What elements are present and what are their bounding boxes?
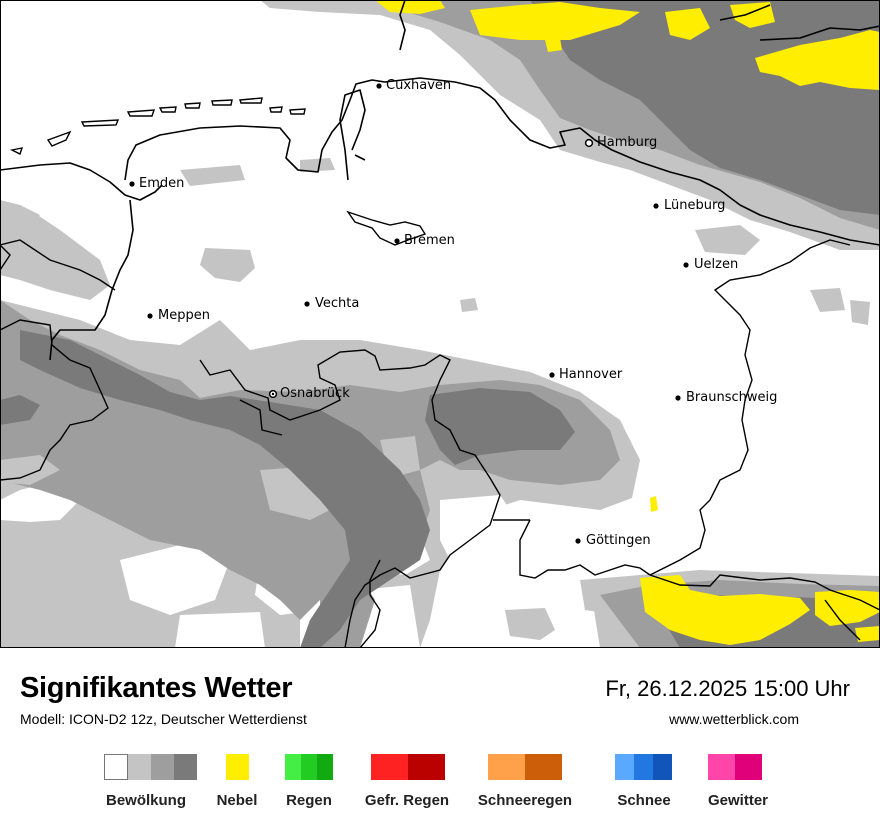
legend-swatch xyxy=(408,754,445,780)
legend-gefr-regen: Gefr. Regen xyxy=(365,754,449,809)
city-emden: Emden xyxy=(129,176,184,191)
legend-gewitter: Gewitter xyxy=(708,754,768,809)
svg-text:Meppen: Meppen xyxy=(158,308,210,323)
legend-schnee: Schnee xyxy=(615,754,672,809)
legend-swatch xyxy=(317,754,333,780)
svg-text:Braunschweig: Braunschweig xyxy=(686,390,777,405)
legend-swatch xyxy=(634,754,653,780)
city-bremen: Bremen xyxy=(394,233,455,248)
city-lueneburg: Lüneburg xyxy=(653,198,725,213)
city-goettingen: Göttingen xyxy=(575,533,651,548)
legend-nebel: Nebel xyxy=(217,754,257,809)
legend-swatch xyxy=(174,754,197,780)
legend-swatch xyxy=(708,754,735,780)
city-vechta: Vechta xyxy=(304,296,359,311)
legend-label: Gewitter xyxy=(707,792,769,809)
svg-text:Uelzen: Uelzen xyxy=(694,257,738,272)
svg-text:Hamburg: Hamburg xyxy=(597,135,657,150)
state-borders xyxy=(0,239,880,648)
legend-swatch xyxy=(615,754,634,780)
legend-swatch xyxy=(301,754,317,780)
legend-schneeregen: Schneeregen xyxy=(478,754,572,809)
city-markers: Cuxhaven Hamburg Emden Lüneburg Bremen U… xyxy=(129,78,777,548)
website-link[interactable]: www.wetterblick.com xyxy=(669,711,799,727)
weather-legend: Bewölkung Nebel Regen Gefr. Regen xyxy=(0,754,880,814)
svg-text:Göttingen: Göttingen xyxy=(586,533,651,548)
legend-bewoelkung: Bewölkung xyxy=(104,754,197,809)
legend-swatch xyxy=(151,754,174,780)
legend-label: Schnee xyxy=(617,792,671,809)
map-footer: Signifikantes Wetter Modell: ICON-D2 12z… xyxy=(0,648,880,830)
islands xyxy=(9,97,427,246)
legend-regen: Regen xyxy=(285,754,333,809)
legend-label: Gefr. Regen xyxy=(364,792,450,809)
legend-label: Nebel xyxy=(216,792,258,809)
city-meppen: Meppen xyxy=(147,308,210,323)
legend-label: Regen xyxy=(286,792,332,809)
city-braunschweig: Braunschweig xyxy=(675,390,777,405)
map-title: Signifikantes Wetter xyxy=(20,672,293,704)
svg-text:Hannover: Hannover xyxy=(559,367,623,382)
city-uelzen: Uelzen xyxy=(683,257,738,272)
svg-text:Emden: Emden xyxy=(139,176,184,191)
legend-swatch xyxy=(653,754,672,780)
map-canvas: Cuxhaven Hamburg Emden Lüneburg Bremen U… xyxy=(0,0,880,648)
legend-swatch xyxy=(285,754,301,780)
svg-text:Cuxhaven: Cuxhaven xyxy=(386,78,451,93)
svg-text:Bremen: Bremen xyxy=(404,233,455,248)
svg-text:Lüneburg: Lüneburg xyxy=(664,198,725,213)
city-osnabrueck: Osnabrück xyxy=(268,386,350,401)
legend-swatch xyxy=(525,754,562,780)
legend-label: Bewölkung xyxy=(105,792,187,809)
legend-swatch xyxy=(488,754,525,780)
model-info: Modell: ICON-D2 12z, Deutscher Wetterdie… xyxy=(20,711,307,727)
legend-swatch xyxy=(226,754,249,780)
city-hamburg: Hamburg xyxy=(584,135,657,150)
legend-swatch xyxy=(104,754,128,780)
forecast-datetime: Fr, 26.12.2025 15:00 Uhr xyxy=(605,676,850,701)
svg-text:Osnabrück: Osnabrück xyxy=(280,386,350,401)
svg-text:Vechta: Vechta xyxy=(315,296,359,311)
fog-layer xyxy=(375,0,880,645)
weather-map: Cuxhaven Hamburg Emden Lüneburg Bremen U… xyxy=(0,0,880,648)
legend-swatch xyxy=(128,754,151,780)
city-hannover: Hannover xyxy=(549,367,623,382)
legend-label: Schneeregen xyxy=(477,792,573,809)
legend-swatch xyxy=(371,754,408,780)
legend-swatch xyxy=(735,754,762,780)
coastline xyxy=(0,0,880,361)
city-cuxhaven: Cuxhaven xyxy=(376,78,451,93)
